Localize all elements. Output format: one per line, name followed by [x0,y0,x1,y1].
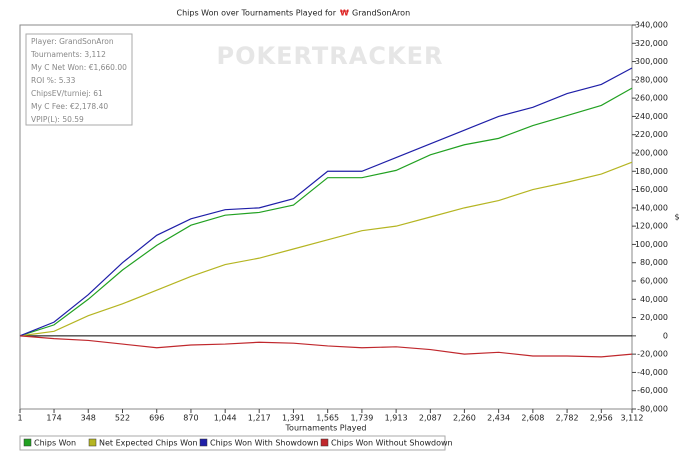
y-tick-label: -60,000 [637,386,668,395]
x-tick-label: 696 [149,414,164,423]
y-tick-label: 0 [663,331,668,340]
y-axis-title: $ [674,213,679,222]
info-line: Player: GrandSonAron [31,37,114,46]
x-tick-label: 1,044 [214,414,237,423]
legend-swatch [23,438,32,447]
x-tick-label: 2,434 [487,414,510,423]
title-icon: ₩ [340,9,349,18]
y-tick-label: 80,000 [640,258,668,267]
x-tick-label: 174 [46,414,61,423]
x-tick-label: 522 [115,414,130,423]
legend-label: Chips Won Without Showdown [331,439,453,448]
y-tick-label: 320,000 [635,39,668,48]
y-tick-label: 340,000 [635,21,668,30]
x-tick-label: 1,739 [350,414,373,423]
legend-swatch [320,438,329,447]
y-tick-label: 160,000 [635,185,668,194]
x-tick-label: 3,112 [621,414,644,423]
chart-title: Chips Won over Tournaments Played for [177,9,337,18]
series-line [19,335,633,358]
y-tick-label: 20,000 [640,313,668,322]
x-tick-label: 2,782 [556,414,579,423]
legend-label: Net Expected Chips Won [99,439,198,448]
series-line [19,87,633,337]
legend [19,435,446,451]
y-tick-label: 140,000 [635,203,668,212]
y-tick-label: 300,000 [635,57,668,66]
info-line: My C Fee: €2,178.40 [31,102,108,111]
info-line: Tournaments: 3,112 [30,50,106,59]
plot-frame [19,24,633,410]
series-line [19,67,633,337]
y-tick-label: -40,000 [637,368,668,377]
legend-label: Chips Won With Showdown [210,439,319,448]
x-tick-label: 1,913 [385,414,408,423]
y-tick-label: 280,000 [635,75,668,84]
legend-swatch [199,438,208,447]
x-tick-label: 1 [17,414,22,423]
y-tick-label: 260,000 [635,94,668,103]
info-line: ROI %: 5.33 [31,76,76,85]
legend-swatch [88,438,97,447]
x-tick-label: 2,087 [419,414,442,423]
x-axis-title: Tournaments Played [285,424,367,433]
y-tick-label: 200,000 [635,149,668,158]
series-line [19,161,633,337]
info-line: VPIP(L): 50.59 [31,115,84,124]
title-player: GrandSonAron [352,9,410,18]
info-line: ChipsEV/turniej: 61 [31,89,103,98]
y-tick-label: 40,000 [640,295,668,304]
x-tick-label: 870 [183,414,198,423]
y-tick-label: 240,000 [635,112,668,121]
legend-label: Chips Won [34,439,76,448]
x-tick-label: 2,956 [590,414,613,423]
x-tick-label: 1,391 [282,414,305,423]
info-box [25,33,133,126]
x-tick-label: 2,260 [453,414,476,423]
y-tick-label: 100,000 [635,240,668,249]
y-tick-label: 120,000 [635,222,668,231]
x-tick-label: 2,608 [521,414,544,423]
y-tick-label: 180,000 [635,167,668,176]
y-tick-label: -80,000 [637,405,668,414]
info-line: My C Net Won: €1,660.00 [31,63,127,72]
x-tick-label: 1,217 [248,414,271,423]
y-tick-label: 60,000 [640,277,668,286]
x-tick-label: 1,565 [316,414,339,423]
y-tick-label: -20,000 [637,350,668,359]
y-tick-label: 220,000 [635,130,668,139]
x-tick-label: 348 [81,414,96,423]
watermark: POKERTRACKER [217,42,444,70]
